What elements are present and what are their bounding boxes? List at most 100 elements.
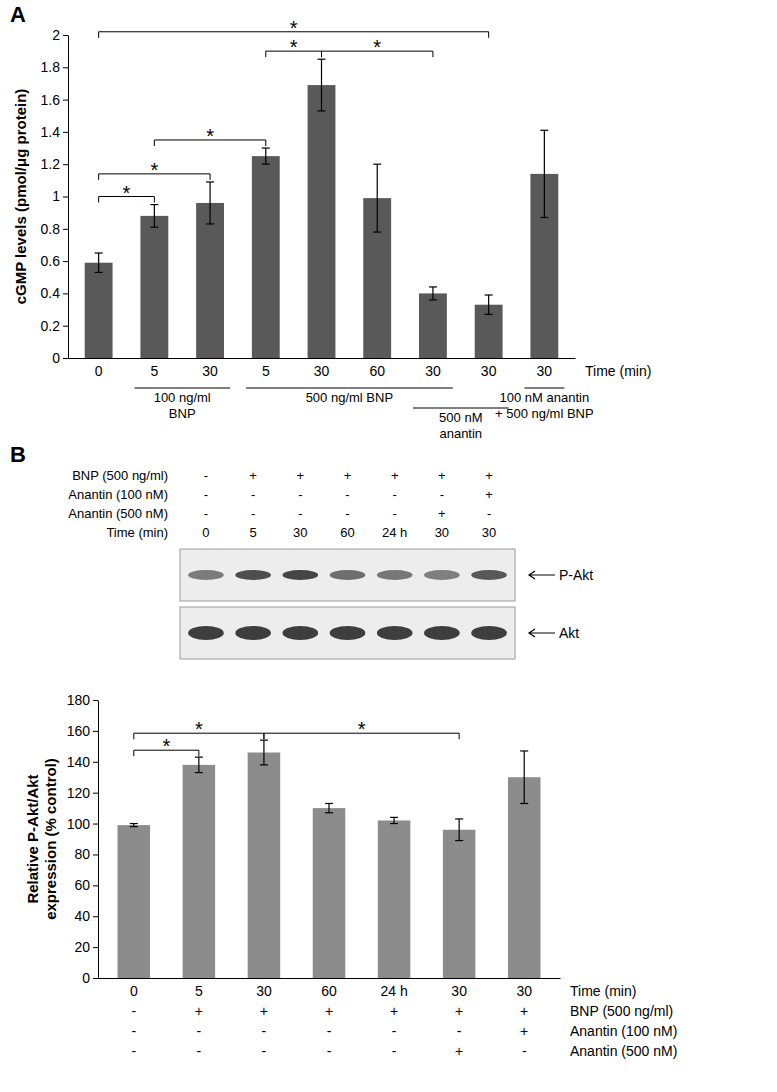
error-bar-cap — [206, 181, 214, 182]
blot-condition-mark: + — [391, 468, 399, 483]
y-tick-mark — [93, 916, 98, 917]
x-tick: 60 — [321, 983, 337, 999]
error-bar — [262, 148, 270, 164]
bar — [508, 777, 541, 978]
bar — [118, 825, 151, 978]
y-tick-label: 120 — [67, 785, 91, 801]
bar — [378, 820, 411, 978]
condition-mark: + — [325, 1003, 333, 1019]
y-tick-label: 0.6 — [41, 253, 61, 269]
y-axis-title: expression (% control) — [42, 758, 59, 920]
blot-condition-mark: + — [485, 468, 493, 483]
error-bar-stem — [544, 130, 545, 217]
x-tick-label: 60 — [321, 983, 337, 999]
group-label: 500 ng/ml BNP — [306, 390, 393, 405]
blot-band-total — [282, 626, 318, 640]
x-tick-label: 0 — [130, 983, 138, 999]
y-tick-label: 0.8 — [41, 221, 61, 237]
y-tick: 0.4 — [41, 285, 68, 301]
x-tick-label: 30 — [202, 363, 218, 379]
group-line — [134, 387, 230, 388]
x-tick-label: 30 — [451, 983, 467, 999]
y-tick-label: 0.4 — [41, 285, 61, 301]
blot-condition-mark: + — [485, 487, 493, 502]
condition-mark: - — [131, 1043, 136, 1059]
y-tick: 1.8 — [41, 59, 68, 75]
y-tick: 80 — [74, 846, 98, 862]
y-axis-title: cGMP levels (pmol/μg protein) — [12, 89, 29, 305]
x-axis-line — [69, 358, 576, 359]
error-bar — [455, 819, 463, 841]
error-bar-stem — [488, 295, 489, 314]
x-axis-line — [99, 978, 561, 979]
error-bar-stem — [432, 287, 433, 300]
y-tick: 0.2 — [41, 318, 68, 334]
x-tick-label: 5 — [150, 363, 158, 379]
y-tick-mark — [93, 854, 98, 855]
error-bar — [318, 59, 326, 111]
panel: A00.20.40.60.811.21.41.61.82053053060303… — [10, 2, 651, 441]
condition-mark: - — [262, 1023, 267, 1039]
condition-mark: - — [197, 1023, 202, 1039]
y-tick-mark — [63, 100, 68, 101]
error-bar — [390, 817, 398, 823]
blot-condition-mark: - — [393, 506, 397, 521]
x-tick: 0 — [95, 363, 103, 379]
error-bar-cap — [429, 299, 437, 300]
y-tick: 100 — [67, 816, 98, 832]
blot-condition-mark: - — [251, 487, 255, 502]
y-tick-mark — [93, 978, 98, 979]
bar — [308, 85, 336, 358]
y-tick: 0 — [52, 350, 68, 366]
error-bar-stem — [263, 740, 264, 765]
condition-mark: - — [327, 1043, 332, 1059]
error-bar-cap — [262, 147, 270, 148]
significance-label: * — [290, 17, 298, 39]
blot-band-phospho — [235, 570, 271, 580]
y-tick-mark — [63, 326, 68, 327]
plot-area — [118, 740, 541, 978]
blot-condition-mark: - — [298, 506, 302, 521]
y-tick-label: 1 — [52, 188, 60, 204]
error-bar-cap — [540, 130, 548, 131]
y-tick-mark — [93, 731, 98, 732]
error-bar-cap — [195, 772, 203, 773]
blot-condition-mark: + — [438, 506, 446, 521]
condition-mark: - — [197, 1043, 202, 1059]
condition-mark: + — [520, 1003, 528, 1019]
error-bar-cap — [150, 204, 158, 205]
error-bar-cap — [325, 803, 333, 804]
x-tick: 30 — [451, 983, 467, 999]
error-bar — [520, 751, 528, 804]
significance-label: * — [162, 735, 170, 757]
group-label: 100 ng/ml — [154, 390, 211, 405]
y-axis-line — [68, 36, 69, 359]
x-axis-title: Time (min) — [570, 983, 636, 999]
significance-label: * — [195, 718, 203, 740]
panel: B02040608010012014016018005306024 h3030T… — [10, 442, 677, 1059]
blot-condition-mark: - — [393, 487, 397, 502]
condition-mark: - — [131, 1023, 136, 1039]
y-tick: 140 — [67, 754, 98, 770]
error-bar-cap — [455, 818, 463, 819]
condition-mark: - — [131, 1003, 136, 1019]
y-tick-mark — [63, 197, 68, 198]
bar — [183, 765, 216, 978]
error-bar-cap — [429, 286, 437, 287]
y-tick-mark — [93, 793, 98, 794]
error-bar — [540, 130, 548, 217]
y-tick-mark — [63, 293, 68, 294]
error-bar-stem — [328, 803, 329, 812]
error-bar-cap — [260, 764, 268, 765]
significance-label: * — [373, 36, 381, 58]
x-tick: 60 — [369, 363, 385, 379]
y-tick-mark — [63, 164, 68, 165]
y-tick-label: 160 — [67, 723, 91, 739]
error-bar-cap — [150, 227, 158, 228]
error-bar — [195, 757, 203, 772]
y-tick: 0.6 — [41, 253, 68, 269]
x-tick: 30 — [256, 983, 272, 999]
blot-band-total — [330, 626, 366, 640]
y-tick-label: 180 — [67, 692, 91, 708]
x-tick: 24 h — [380, 983, 407, 999]
